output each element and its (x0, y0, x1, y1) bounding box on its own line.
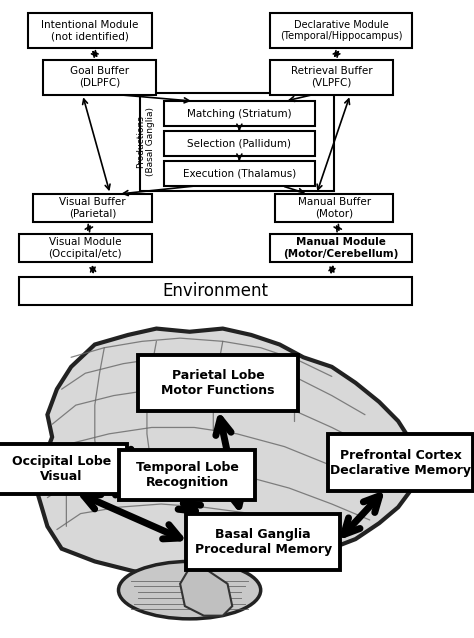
Text: Parietal Lobe
Motor Functions: Parietal Lobe Motor Functions (161, 369, 275, 397)
Text: Temporal Lobe
Recognition: Temporal Lobe Recognition (136, 461, 239, 489)
Text: Matching (Striatum): Matching (Striatum) (187, 108, 292, 119)
Text: Visual Buffer
(Parietal): Visual Buffer (Parietal) (59, 197, 126, 219)
FancyBboxPatch shape (19, 277, 412, 305)
FancyBboxPatch shape (328, 434, 473, 491)
FancyBboxPatch shape (28, 13, 152, 48)
Text: Environment: Environment (163, 282, 269, 300)
FancyBboxPatch shape (164, 161, 315, 186)
FancyBboxPatch shape (19, 234, 152, 262)
PathPatch shape (38, 329, 417, 577)
Text: Execution (Thalamus): Execution (Thalamus) (183, 168, 296, 179)
Text: Prefrontal Cortex
Declarative Memory: Prefrontal Cortex Declarative Memory (330, 449, 471, 477)
FancyBboxPatch shape (275, 194, 393, 222)
FancyBboxPatch shape (140, 93, 334, 191)
Text: Productions
(Basal Ganglia): Productions (Basal Ganglia) (136, 107, 155, 177)
Text: Goal Buffer
(DLPFC): Goal Buffer (DLPFC) (70, 66, 129, 88)
Text: Visual Module
(Occipital/etc): Visual Module (Occipital/etc) (48, 237, 122, 259)
FancyBboxPatch shape (270, 60, 393, 94)
FancyBboxPatch shape (270, 234, 412, 262)
Text: Intentional Module
(not identified): Intentional Module (not identified) (41, 20, 139, 41)
FancyBboxPatch shape (164, 101, 315, 126)
FancyBboxPatch shape (119, 450, 255, 500)
Text: Retrieval Buffer
(VLPFC): Retrieval Buffer (VLPFC) (291, 66, 373, 88)
Text: Manual Buffer
(Motor): Manual Buffer (Motor) (298, 197, 371, 219)
FancyBboxPatch shape (164, 131, 315, 156)
Ellipse shape (118, 561, 261, 619)
Text: Selection (Pallidum): Selection (Pallidum) (187, 138, 292, 149)
FancyBboxPatch shape (0, 444, 127, 494)
Text: Manual Module
(Motor/Cerebellum): Manual Module (Motor/Cerebellum) (283, 237, 399, 259)
PathPatch shape (180, 568, 232, 616)
FancyBboxPatch shape (186, 514, 340, 570)
Text: Declarative Module
(Temporal/Hippocampus): Declarative Module (Temporal/Hippocampus… (280, 20, 402, 41)
FancyBboxPatch shape (138, 355, 298, 411)
FancyBboxPatch shape (43, 60, 156, 94)
FancyBboxPatch shape (33, 194, 152, 222)
FancyBboxPatch shape (270, 13, 412, 48)
Text: Basal Ganglia
Procedural Memory: Basal Ganglia Procedural Memory (194, 528, 332, 556)
Text: Occipital Lobe
Visual: Occipital Lobe Visual (12, 455, 111, 483)
